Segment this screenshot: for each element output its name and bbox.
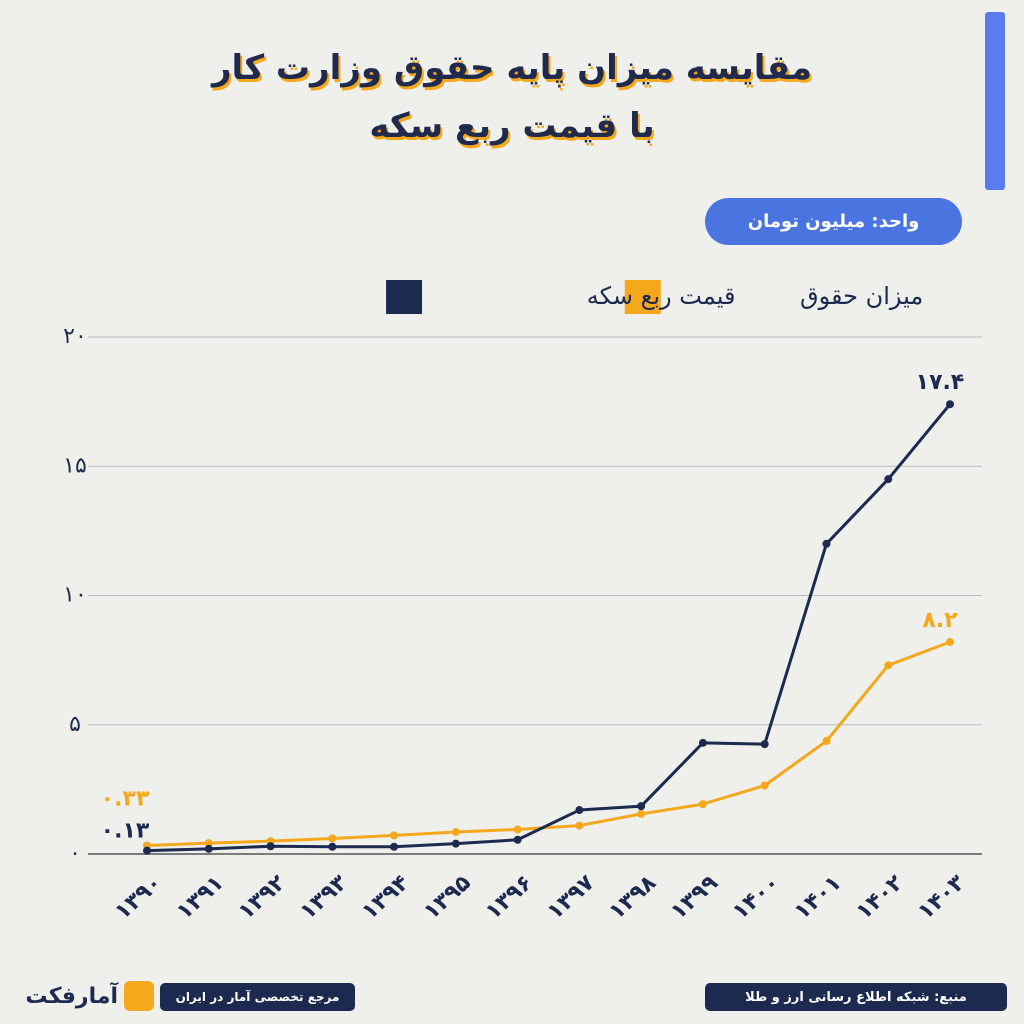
x-tick-label: ۱۴۰۳ (913, 870, 970, 925)
data-point (451, 839, 460, 848)
x-tick-label: ۱۳۹۲ (234, 870, 291, 925)
data-point (946, 400, 954, 409)
y-tick-label: ۰ (69, 841, 81, 866)
series-line (146, 640, 951, 847)
y-tick-label: ۲۰ (63, 324, 87, 349)
data-point (637, 802, 646, 811)
series-line (146, 403, 952, 853)
data-point (760, 781, 769, 790)
data-point (266, 842, 275, 851)
data-point (884, 475, 893, 484)
x-tick-label: ۱۳۹۵ (419, 870, 476, 925)
data-point (143, 846, 151, 855)
legend-item: میزان حقوق (624, 280, 923, 314)
x-tick-label: ۱۳۹۸ (605, 870, 662, 925)
brand-name: آمارفکت (25, 983, 118, 1009)
data-point (451, 828, 460, 837)
data-point (575, 806, 584, 815)
legend-label: قیمت ربع سکه (587, 282, 736, 310)
brand-logo: آمارفکت (14, 978, 154, 1014)
data-point (822, 737, 831, 746)
data-point (513, 825, 522, 834)
data-point (575, 821, 584, 830)
x-tick-label: ۱۳۹۴ (357, 870, 414, 925)
data-point (204, 839, 213, 848)
chart-title: مقایسه میزان پایه حقوق وزارت کار (211, 48, 813, 88)
x-tick-label: ۱۳۹۶ (481, 870, 538, 925)
unit-badge: واحد: میلیون تومان (705, 198, 962, 245)
legend-label: میزان حقوق (800, 282, 923, 310)
x-tick-label: ۱۳۹۱ (172, 870, 229, 925)
legend-swatch (386, 280, 423, 314)
chart-title: با قیمت ربع سکه (369, 106, 655, 146)
data-point (204, 844, 213, 853)
brand-icon (124, 981, 154, 1011)
tagline: مرجع تخصصی آمار در ایران (160, 983, 355, 1011)
data-point (698, 800, 707, 809)
x-tick-label: ۱۳۹۹ (666, 870, 723, 925)
accent-bar (985, 12, 1005, 190)
data-point (884, 661, 893, 670)
y-tick-label: ۱۰ (63, 583, 87, 608)
value-label: ۰.۳۳ (101, 786, 150, 811)
data-point (328, 834, 337, 843)
y-tick-label: ۱۵ (63, 453, 87, 478)
data-point (698, 738, 707, 747)
x-tick-label: ۱۳۹۷ (543, 870, 600, 925)
data-point (390, 842, 399, 851)
x-tick-label: ۱۴۰۰ (728, 870, 785, 925)
data-point (513, 835, 522, 844)
x-tick-label: ۱۳۹۳ (296, 870, 353, 925)
value-label: ۸.۲ (922, 608, 958, 633)
x-tick-label: ۱۳۹۰ (110, 870, 167, 925)
data-point (390, 831, 399, 840)
legend-item: قیمت ربع سکه (386, 280, 735, 314)
source: منبع: شبکه اطلاع رسانی ارز و طلا (705, 983, 1007, 1011)
data-point (760, 740, 769, 749)
x-tick-label: ۱۴۰۲ (852, 870, 909, 925)
legend-swatch (624, 280, 661, 314)
data-point (637, 809, 646, 818)
data-point (946, 638, 954, 647)
data-point (822, 539, 831, 548)
y-tick-label: ۵ (69, 712, 81, 737)
data-point (328, 842, 337, 851)
value-label: ۰.۱۳ (101, 819, 150, 844)
value-label: ۱۷.۴ (916, 370, 965, 395)
x-tick-label: ۱۴۰۱ (790, 870, 847, 925)
